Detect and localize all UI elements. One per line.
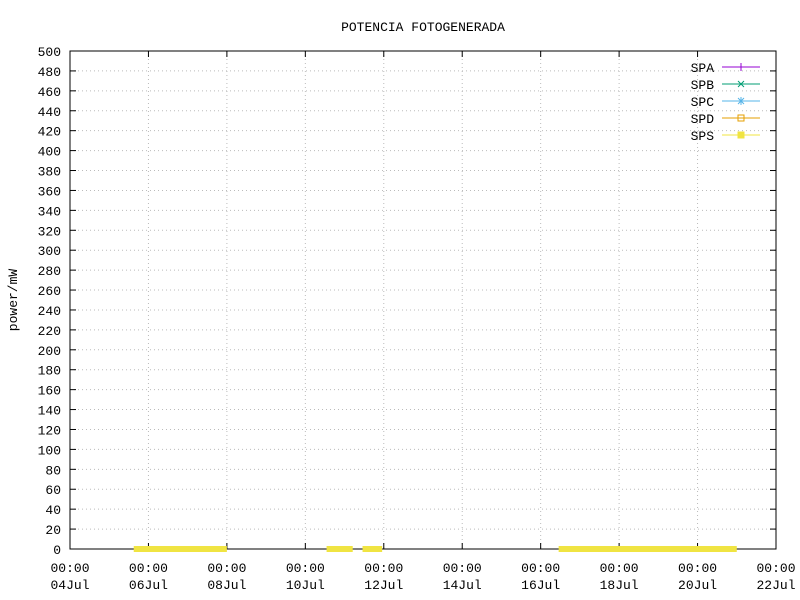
- legend-label: SPA: [691, 61, 715, 76]
- chart-title: POTENCIA FOTOGENERADA: [341, 20, 505, 35]
- legend-marker: [737, 63, 745, 71]
- y-tick-label: 320: [38, 224, 61, 239]
- legend-marker: [737, 114, 745, 122]
- legend-label: SPB: [691, 78, 715, 93]
- legend-marker: [737, 131, 745, 139]
- y-tick-label: 340: [38, 204, 61, 219]
- x-tick-label: 00:00 16Jul: [521, 561, 560, 593]
- y-tick-label: 80: [45, 463, 61, 478]
- y-tick-label: 60: [45, 483, 61, 498]
- y-tick-label: 0: [53, 543, 61, 558]
- legend-label: SPS: [691, 129, 715, 144]
- y-tick-label: 140: [38, 404, 61, 419]
- marker-shape: [737, 114, 745, 122]
- x-tick-label: 00:00 08Jul: [207, 561, 246, 593]
- y-tick-label: 380: [38, 165, 61, 180]
- x-tick-label: 00:00 06Jul: [129, 561, 168, 593]
- y-tick-label: 100: [38, 443, 61, 458]
- y-tick-label: 420: [38, 125, 61, 140]
- y-tick-label: 480: [38, 65, 61, 80]
- y-tick-label: 160: [38, 384, 61, 399]
- y-tick-label: 180: [38, 364, 61, 379]
- y-tick-label: 120: [38, 423, 61, 438]
- marker-stroke: [737, 97, 745, 105]
- y-tick-label: 400: [38, 145, 61, 160]
- marker-shape: [737, 131, 745, 139]
- y-tick-label: 20: [45, 523, 61, 538]
- legend-label: SPC: [691, 95, 715, 110]
- plot-frame: [69, 50, 777, 550]
- y-tick-label: 500: [38, 45, 61, 60]
- y-axis-label: power/mW: [6, 269, 21, 332]
- x-tick-label: 00:00 18Jul: [600, 561, 639, 593]
- y-tick-label: 280: [38, 264, 61, 279]
- legend-label: SPD: [691, 112, 715, 127]
- x-tick-label: 00:00 14Jul: [443, 561, 482, 593]
- x-tick-label: 00:00 04Jul: [50, 561, 89, 593]
- y-tick-label: 220: [38, 324, 61, 339]
- y-tick-label: 460: [38, 85, 61, 100]
- x-tick-label: 00:00 12Jul: [364, 561, 403, 593]
- legend-marker: [737, 97, 745, 105]
- x-tick-label: 00:00 22Jul: [756, 561, 795, 593]
- y-tick-label: 200: [38, 344, 61, 359]
- y-tick-label: 360: [38, 184, 61, 199]
- y-tick-label: 440: [38, 105, 61, 120]
- y-tick-label: 300: [38, 244, 61, 259]
- y-tick-label: 240: [38, 304, 61, 319]
- x-tick-label: 00:00 10Jul: [286, 561, 325, 593]
- x-tick-label: 00:00 20Jul: [678, 561, 717, 593]
- marker-stroke: [737, 80, 745, 88]
- y-tick-label: 40: [45, 503, 61, 518]
- y-tick-label: 260: [38, 284, 61, 299]
- legend-marker: [737, 80, 745, 88]
